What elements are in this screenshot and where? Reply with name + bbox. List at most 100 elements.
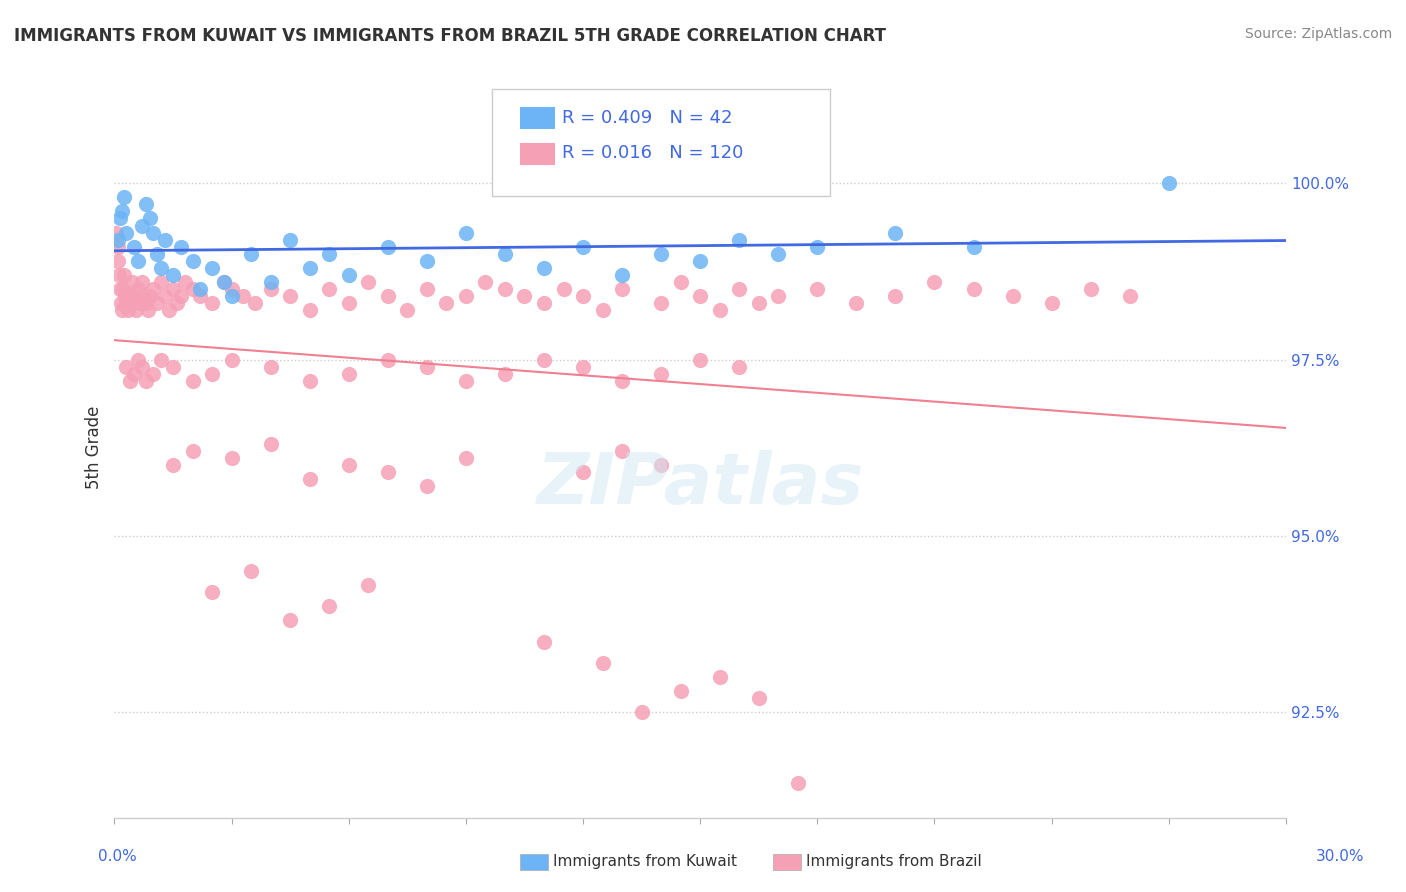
Point: [146, 296, 169, 310]
Point: [146, 246, 169, 260]
Point: [1040, 296, 1063, 310]
Point: [298, 472, 321, 486]
Point: [135, 197, 157, 211]
Point: [533, 634, 555, 648]
Point: [768, 289, 790, 303]
Point: [142, 226, 165, 240]
Point: [337, 296, 360, 310]
Point: [962, 282, 984, 296]
Point: [553, 282, 575, 296]
Point: [454, 451, 477, 466]
Point: [221, 352, 243, 367]
Point: [127, 282, 149, 296]
Point: [337, 268, 360, 282]
Point: [221, 282, 243, 296]
Point: [748, 691, 770, 706]
Point: [513, 289, 536, 303]
Point: [689, 253, 711, 268]
Point: [117, 303, 139, 318]
Point: [806, 240, 828, 254]
Point: [610, 374, 633, 388]
Point: [610, 444, 633, 458]
Point: [669, 684, 692, 698]
Point: [150, 275, 173, 289]
Point: [748, 296, 770, 310]
Point: [396, 303, 419, 318]
Point: [212, 275, 235, 289]
Point: [533, 296, 555, 310]
Point: [115, 296, 138, 310]
Point: [377, 289, 399, 303]
Point: [122, 289, 145, 303]
Point: [181, 374, 204, 388]
Text: IMMIGRANTS FROM KUWAIT VS IMMIGRANTS FROM BRAZIL 5TH GRADE CORRELATION CHART: IMMIGRANTS FROM KUWAIT VS IMMIGRANTS FRO…: [14, 27, 886, 45]
Point: [127, 253, 149, 268]
Point: [201, 585, 224, 599]
Point: [108, 268, 131, 282]
Point: [728, 233, 751, 247]
Point: [232, 289, 254, 303]
Point: [845, 296, 868, 310]
Point: [1119, 289, 1142, 303]
Point: [111, 204, 134, 219]
Point: [650, 296, 672, 310]
Point: [572, 359, 595, 374]
Point: [221, 451, 243, 466]
Point: [259, 437, 281, 451]
Point: [259, 275, 281, 289]
Point: [533, 352, 555, 367]
Text: ZIPatlas: ZIPatlas: [537, 450, 863, 519]
Point: [188, 289, 211, 303]
Point: [136, 303, 159, 318]
Point: [689, 352, 711, 367]
Point: [127, 352, 149, 367]
Point: [806, 282, 828, 296]
Point: [454, 374, 477, 388]
Point: [377, 352, 399, 367]
Text: 0.0%: 0.0%: [98, 849, 138, 863]
Point: [572, 240, 595, 254]
Point: [630, 705, 652, 719]
Point: [122, 367, 145, 381]
Point: [884, 226, 907, 240]
Point: [416, 282, 439, 296]
Point: [188, 282, 211, 296]
Point: [162, 458, 184, 473]
Point: [454, 289, 477, 303]
Point: [166, 296, 188, 310]
Point: [434, 296, 457, 310]
Point: [337, 458, 360, 473]
Point: [1001, 289, 1024, 303]
Point: [533, 260, 555, 275]
Point: [173, 275, 195, 289]
Point: [1080, 282, 1102, 296]
Point: [298, 374, 321, 388]
Point: [115, 359, 138, 374]
Point: [138, 211, 160, 226]
Point: [131, 275, 153, 289]
Point: [131, 219, 153, 233]
Point: [128, 296, 150, 310]
Point: [709, 670, 731, 684]
Point: [494, 367, 516, 381]
Point: [107, 253, 129, 268]
Point: [112, 268, 135, 282]
Point: [689, 289, 711, 303]
Point: [157, 303, 180, 318]
Point: [572, 289, 595, 303]
Point: [201, 260, 224, 275]
Point: [768, 246, 790, 260]
Point: [728, 282, 751, 296]
Point: [201, 367, 224, 381]
Point: [416, 359, 439, 374]
Point: [135, 296, 157, 310]
Point: [377, 466, 399, 480]
Point: [592, 303, 614, 318]
Point: [153, 289, 176, 303]
Point: [278, 614, 301, 628]
Text: Immigrants from Kuwait: Immigrants from Kuwait: [553, 855, 737, 869]
Point: [181, 253, 204, 268]
Point: [318, 282, 340, 296]
Point: [494, 282, 516, 296]
Point: [111, 303, 134, 318]
